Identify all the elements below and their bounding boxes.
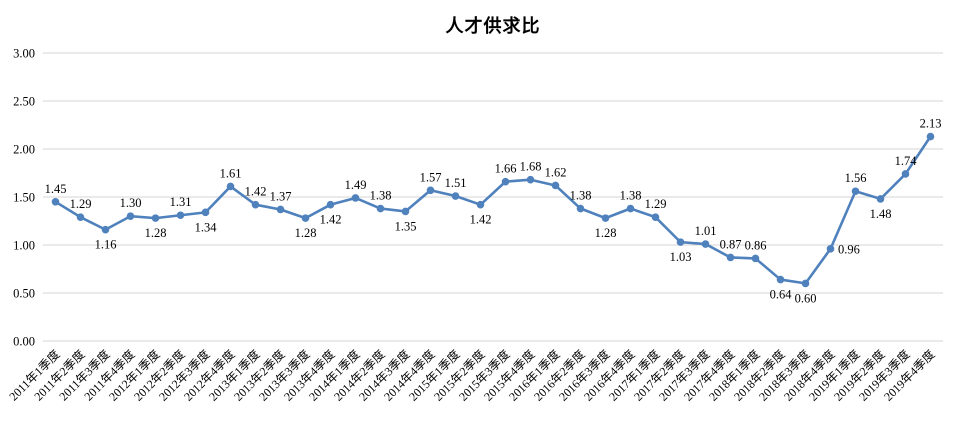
data-point-marker: [476, 200, 485, 209]
data-point-label: 1.68: [520, 160, 542, 174]
data-point-label: 0.64: [770, 288, 793, 302]
data-point-marker: [776, 275, 785, 284]
data-point-marker: [301, 214, 310, 222]
data-point-label: 1.42: [470, 213, 492, 227]
y-axis-tick-label: 1.00: [13, 239, 35, 253]
data-point-label: 1.35: [395, 219, 417, 233]
data-point-marker: [501, 177, 510, 186]
y-axis-tick-label: 2.50: [13, 95, 35, 109]
data-point-marker: [51, 198, 60, 206]
data-point-label: 0.87: [720, 237, 742, 251]
data-point-marker: [876, 195, 885, 203]
data-point-marker: [926, 132, 935, 141]
data-point-marker: [576, 204, 585, 213]
data-point-label: 1.34: [195, 220, 218, 234]
y-axis-tick-label: 0.00: [13, 335, 35, 349]
data-point-marker: [551, 181, 560, 190]
data-point-marker: [751, 254, 760, 263]
data-point-label: 1.01: [695, 224, 717, 238]
data-point-marker: [451, 192, 460, 200]
chart-title: 人才供求比: [445, 16, 541, 36]
data-point-marker: [251, 200, 260, 209]
data-point-label: 0.60: [795, 291, 817, 305]
data-point-label: 1.28: [145, 226, 167, 240]
data-point-marker: [126, 212, 135, 220]
data-point-marker: [201, 208, 210, 217]
data-point-label: 1.66: [495, 162, 517, 176]
data-point-marker: [376, 204, 385, 213]
data-point-marker: [726, 253, 735, 262]
data-point-marker: [351, 194, 360, 202]
data-point-marker: [101, 225, 110, 234]
data-point-label: 1.28: [295, 226, 317, 240]
data-series-line: [54, 135, 932, 285]
data-point-marker: [701, 240, 710, 248]
data-point-marker: [901, 170, 910, 178]
data-point-label: 1.16: [95, 238, 117, 252]
data-point-marker: [601, 214, 610, 222]
data-point-label: 1.51: [445, 176, 467, 190]
data-point-marker: [826, 245, 835, 253]
data-point-label: 1.37: [270, 189, 292, 203]
data-point-label: 1.42: [320, 213, 342, 227]
data-point-label: 1.62: [545, 165, 567, 179]
data-point-marker: [676, 238, 685, 246]
data-point-marker: [426, 186, 435, 195]
data-point-label: 1.38: [570, 189, 592, 203]
data-point-label: 1.49: [345, 178, 367, 192]
data-point-marker: [326, 200, 335, 209]
data-point-label: 2.13: [920, 117, 942, 131]
data-point-label: 1.30: [120, 196, 142, 210]
data-point-marker: [851, 187, 860, 196]
data-point-label: 1.45: [45, 182, 67, 196]
data-point-marker: [226, 182, 235, 191]
data-point-label: 1.29: [70, 197, 92, 211]
y-axis-tick-label: 3.00: [13, 47, 35, 61]
data-point-label: 1.74: [895, 154, 918, 168]
data-point-label: 1.57: [420, 170, 442, 184]
data-point-label: 1.38: [370, 189, 392, 203]
data-point-marker: [176, 211, 185, 220]
data-point-marker: [401, 207, 410, 216]
y-axis-tick-label: 0.50: [13, 287, 35, 301]
data-point-label: 1.29: [645, 197, 667, 211]
data-point-marker: [151, 214, 160, 222]
data-point-marker: [651, 213, 660, 221]
data-point-marker: [76, 213, 85, 221]
y-axis-tick-label: 1.50: [13, 191, 35, 205]
data-point-marker: [626, 204, 635, 213]
data-point-marker: [526, 175, 535, 184]
data-point-marker: [801, 279, 810, 288]
data-point-marker: [276, 205, 285, 214]
data-point-label: 0.86: [745, 238, 767, 252]
data-point-label: 1.56: [845, 171, 867, 185]
data-point-label: 1.42: [245, 185, 267, 199]
data-point-label: 1.28: [595, 226, 617, 240]
data-point-label: 1.61: [220, 166, 242, 180]
data-point-label: 1.38: [620, 189, 642, 203]
data-point-label: 1.03: [670, 250, 692, 264]
data-point-label: 1.48: [870, 207, 892, 221]
data-point-label: 1.31: [170, 195, 192, 209]
data-point-label: 0.96: [838, 242, 860, 256]
y-axis-tick-label: 2.00: [13, 143, 35, 157]
